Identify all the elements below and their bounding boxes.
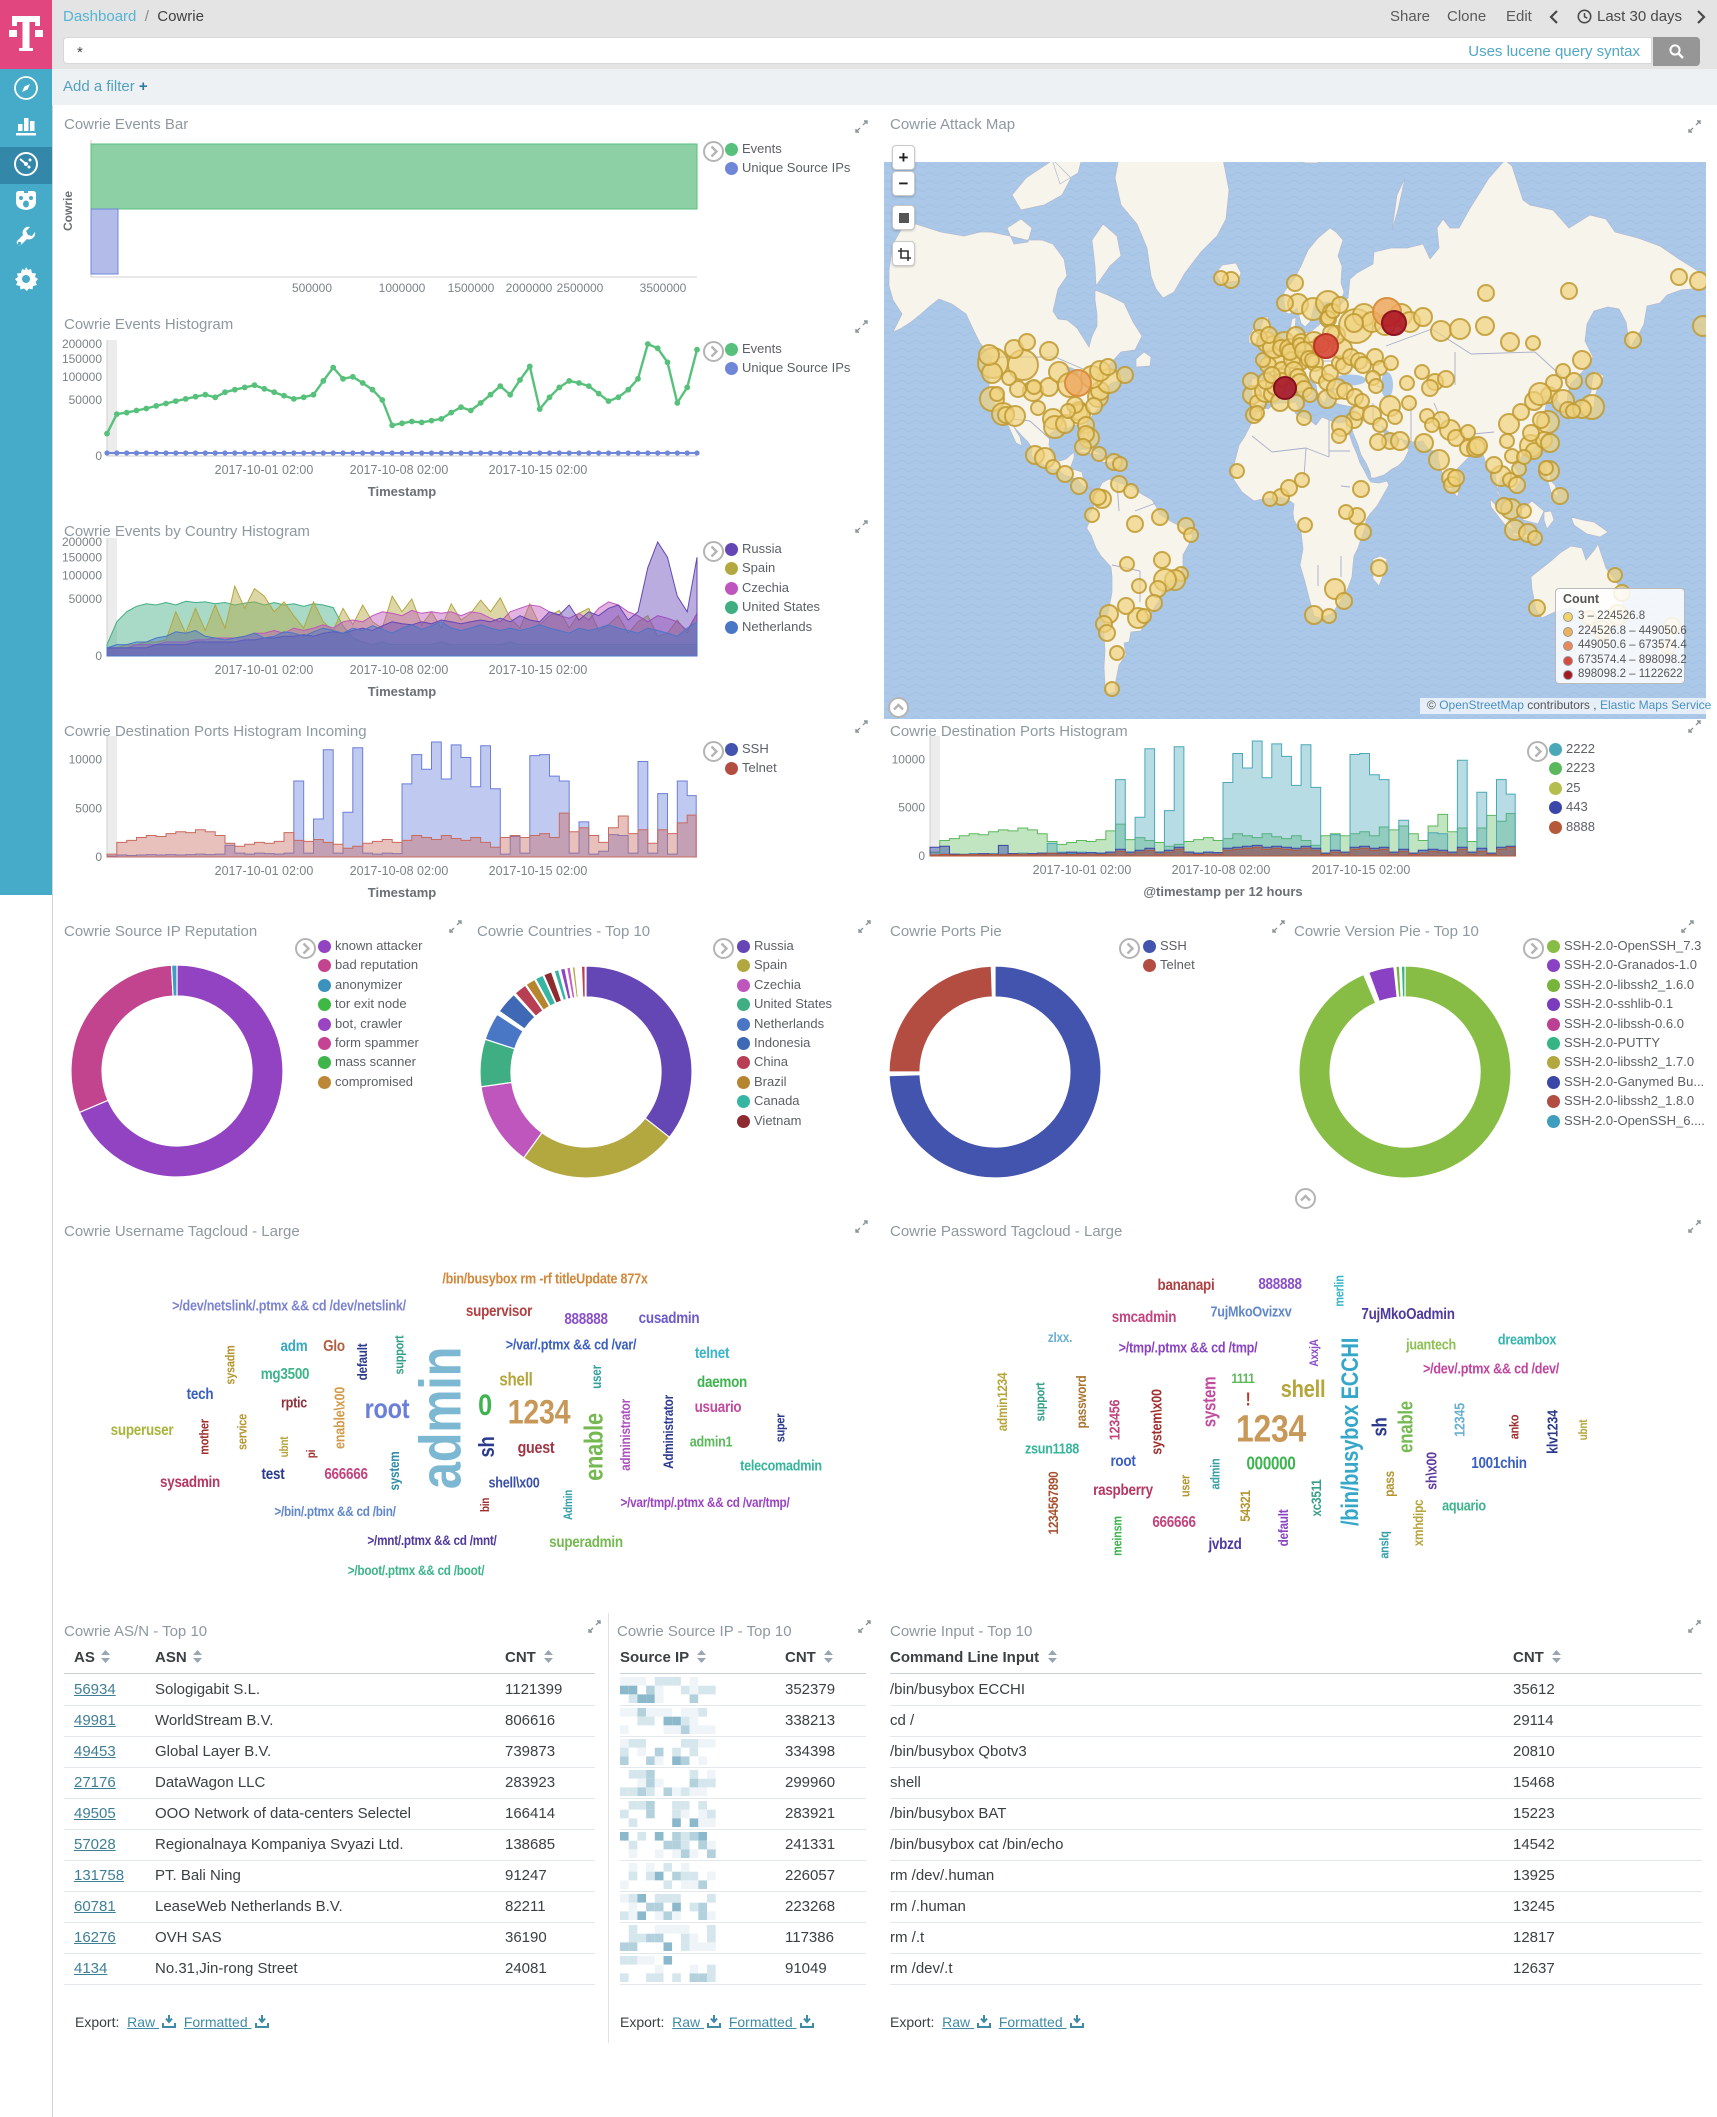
- svg-text:2017-10-08 02:00: 2017-10-08 02:00: [350, 463, 449, 477]
- svg-text:2017-10-15 02:00: 2017-10-15 02:00: [489, 663, 588, 677]
- svg-text:0: 0: [95, 449, 102, 463]
- svg-text:2017-10-01 02:00: 2017-10-01 02:00: [215, 864, 314, 878]
- svg-text:10000: 10000: [69, 753, 103, 767]
- svg-text:2017-10-01 02:00: 2017-10-01 02:00: [215, 663, 314, 677]
- svg-text:2017-10-15 02:00: 2017-10-15 02:00: [489, 864, 588, 878]
- svg-text:100000: 100000: [62, 370, 102, 384]
- svg-text:2017-10-01 02:00: 2017-10-01 02:00: [1033, 863, 1132, 877]
- svg-text:2017-10-15 02:00: 2017-10-15 02:00: [489, 463, 588, 477]
- svg-text:Timestamp: Timestamp: [368, 885, 436, 900]
- svg-text:2017-10-08 02:00: 2017-10-08 02:00: [1172, 863, 1271, 877]
- svg-text:0: 0: [95, 850, 102, 864]
- svg-text:1500000: 1500000: [448, 281, 495, 295]
- svg-text:50000: 50000: [69, 592, 103, 606]
- svg-text:0: 0: [918, 849, 925, 863]
- svg-text:5000: 5000: [898, 801, 925, 815]
- svg-text:0: 0: [95, 649, 102, 663]
- svg-text:2017-10-01 02:00: 2017-10-01 02:00: [215, 463, 314, 477]
- svg-text:2000000: 2000000: [506, 281, 553, 295]
- svg-text:200000: 200000: [62, 535, 102, 549]
- svg-text:150000: 150000: [62, 550, 102, 564]
- svg-text:Cowrie: Cowrie: [61, 191, 75, 231]
- svg-text:2017-10-15 02:00: 2017-10-15 02:00: [1312, 863, 1411, 877]
- svg-text:2017-10-08 02:00: 2017-10-08 02:00: [350, 864, 449, 878]
- svg-text:500000: 500000: [292, 281, 332, 295]
- svg-text:2017-10-08 02:00: 2017-10-08 02:00: [350, 663, 449, 677]
- svg-text:10000: 10000: [892, 752, 926, 766]
- svg-text:200000: 200000: [62, 337, 102, 351]
- svg-text:3500000: 3500000: [640, 281, 687, 295]
- svg-text:@timestamp per 12 hours: @timestamp per 12 hours: [1143, 884, 1302, 899]
- svg-text:150000: 150000: [62, 352, 102, 366]
- svg-text:2500000: 2500000: [557, 281, 604, 295]
- svg-text:Timestamp: Timestamp: [368, 484, 436, 499]
- svg-text:100000: 100000: [62, 568, 102, 582]
- svg-text:50000: 50000: [69, 393, 103, 407]
- svg-text:1000000: 1000000: [379, 281, 426, 295]
- svg-text:5000: 5000: [75, 801, 102, 815]
- svg-text:Timestamp: Timestamp: [368, 684, 436, 699]
